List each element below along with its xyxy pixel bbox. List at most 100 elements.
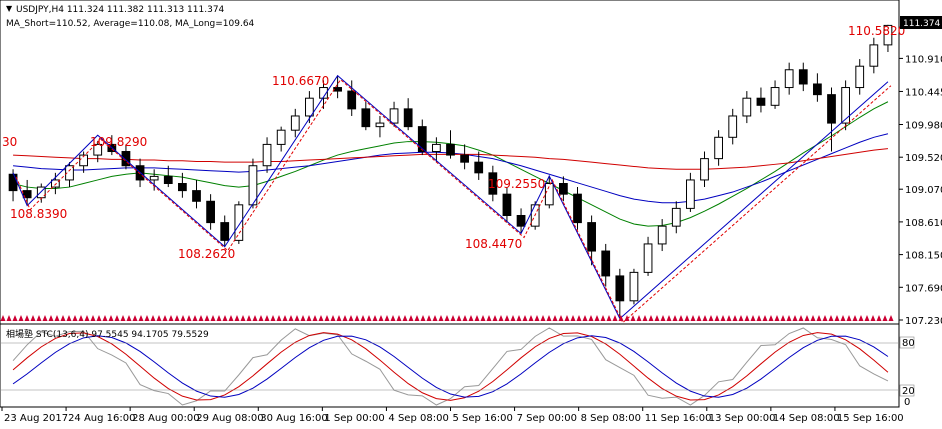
candle [643,236,653,276]
candle-bear-body [460,154,469,163]
time-tick-label: 30 Aug 16:00 [260,413,327,424]
candle [827,87,836,152]
up-arrow-marker [492,315,498,321]
candle-bear-body [403,108,413,128]
up-arrow-marker [732,315,738,321]
up-arrow-marker [816,315,822,321]
stc-red-line [12,332,889,401]
candle-bear-body [615,275,625,302]
up-arrow-marker [96,315,102,321]
candle-bull-body [305,97,314,117]
up-arrow-marker [402,315,408,321]
time-tick-label: 28 Aug 00:00 [132,413,199,424]
candle-bull-body [544,183,554,206]
candle [671,201,681,234]
up-arrow-marker [726,315,732,321]
up-arrow-marker [336,315,342,321]
zigzag-label: 109.2550 [488,177,545,191]
candle-bear-body [516,214,526,227]
up-arrow-marker [426,315,432,321]
up-arrow-marker [396,315,402,321]
up-arrow-marker [630,315,636,321]
up-arrow-marker [486,315,492,321]
candle-bull-body [234,204,244,241]
candle [375,115,385,138]
current-price-label: 111.374 [903,19,940,29]
candle [65,162,74,188]
up-arrow-marker [264,315,270,321]
up-arrow-marker [852,315,858,321]
up-arrow-marker [756,315,762,321]
up-arrow-marker [60,315,66,321]
candle [389,101,399,127]
candle-bear-body [587,222,596,252]
up-arrow-marker [570,315,576,321]
up-arrow-marker [30,315,36,321]
up-arrow-marker [114,315,120,321]
up-arrow-marker [792,315,798,321]
up-arrow-marker [660,315,666,321]
up-arrow-marker [378,315,384,321]
up-arrow-marker [678,315,684,321]
up-arrow-marker [348,315,354,321]
price-tick-label: 107.690 [905,283,942,294]
candle [559,176,568,202]
candle-bear-body [559,183,568,195]
up-arrow-marker [882,315,888,321]
up-arrow-marker [654,315,660,321]
up-arrow-marker [372,315,378,321]
candle-bear-body [192,190,201,202]
up-arrow-marker [282,315,288,321]
price-tick-label: 109.520 [905,153,942,164]
up-arrow-marker [690,315,696,321]
candle [700,151,709,188]
up-arrow-marker [192,315,198,321]
up-arrow-marker [354,315,360,321]
candle-bull-body [389,108,399,124]
candle [262,137,272,173]
up-arrow-marker [624,315,630,321]
candle-bull-body [262,143,272,167]
candle-bull-body [149,175,159,181]
up-arrow-marker [786,315,792,321]
time-tick-label: 7 Sep 00:00 [517,413,577,424]
up-arrow-marker [714,315,720,321]
up-arrow-marker [366,315,372,321]
up-arrow-marker [186,315,192,321]
candle-bull-body [657,225,667,245]
candle-bull-body [686,179,695,209]
up-arrow-marker [168,315,174,321]
up-arrow-marker [462,315,468,321]
chart-menu-arrow-icon[interactable]: ▼ [6,4,13,13]
up-arrow-marker [504,315,510,321]
up-arrow-marker [126,315,132,321]
up-arrow-marker [540,315,546,321]
price-tick-label: 109.070 [905,185,942,196]
up-arrow-marker [870,315,876,321]
candle [234,201,244,244]
up-arrow-marker [66,315,72,321]
up-arrow-marker [738,315,744,321]
level-80-box [899,336,915,349]
up-arrow-marker [600,315,606,321]
up-arrow-marker [648,315,654,321]
candle-bull-body [375,122,385,128]
up-arrow-marker [252,315,258,321]
candle-bear-body [163,175,173,185]
up-arrow-marker [558,315,564,321]
stc-gray-line [12,327,889,406]
symbol-info: USDJPY,H4 111.324 111.382 111.313 111.37… [16,5,225,15]
candle-bear-body [121,151,131,167]
up-arrow-marker [744,315,750,321]
up-arrow-marker [516,315,522,321]
up-arrow-marker [234,315,240,321]
up-arrow-marker [510,315,516,321]
up-arrow-marker [108,315,114,321]
moving-averages [12,101,889,227]
up-arrow-marker [666,315,672,321]
candle [869,37,879,74]
up-arrow-marker [588,315,594,321]
up-arrow-marker [210,315,216,321]
